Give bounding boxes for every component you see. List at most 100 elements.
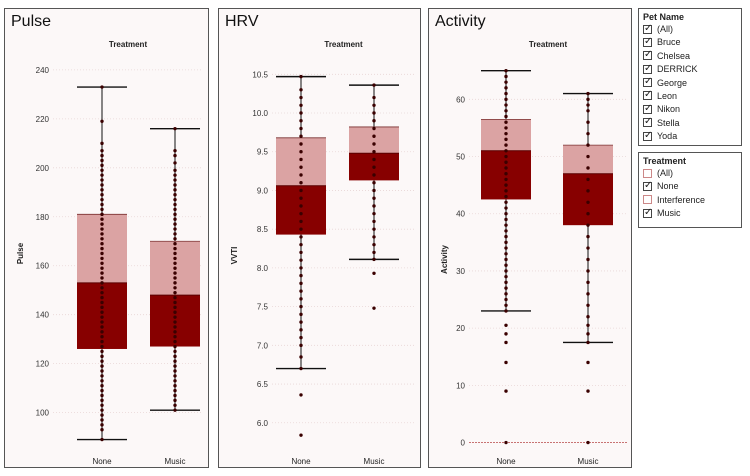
pet-name-filter-item[interactable]: Nikon (639, 103, 741, 116)
data-point (372, 211, 376, 216)
pet-name-filter-title: Pet Name (643, 12, 685, 22)
pet-name-filter-label: Yoda (657, 131, 678, 142)
data-point (100, 408, 104, 412)
pet-name-filter-checkbox[interactable] (643, 130, 652, 142)
data-point (173, 232, 177, 236)
pet-name-filter-item[interactable]: George (639, 76, 741, 90)
data-point (372, 196, 376, 200)
data-point (100, 163, 104, 168)
treatment-filter-item[interactable]: Interference (639, 194, 741, 207)
data-point (100, 119, 104, 124)
data-point (100, 183, 104, 187)
pet-name-filter-item[interactable]: (All) (639, 23, 741, 36)
y-tick-label: 6.0 (257, 419, 269, 428)
y-tick-label: 8.5 (257, 225, 269, 234)
pet-name-filter-checkbox[interactable] (643, 76, 652, 88)
pet-name-filter-item[interactable]: Stella (639, 116, 741, 130)
pet-name-filter-checkbox[interactable] (643, 23, 652, 35)
treatment-filter-label: None (657, 181, 679, 192)
data-point (100, 295, 104, 300)
data-point (586, 292, 590, 296)
data-point (504, 229, 508, 233)
y-tick-label: 160 (36, 262, 50, 271)
category-label: None (92, 457, 112, 466)
data-point (173, 251, 177, 256)
data-point (100, 202, 104, 207)
treatment-filter-item[interactable]: None (639, 180, 741, 193)
data-point (173, 193, 177, 197)
data-point (100, 437, 104, 442)
pet-name-filter-checkbox[interactable] (643, 116, 652, 128)
data-point (100, 349, 104, 354)
data-point (504, 440, 508, 445)
data-point (504, 252, 508, 256)
pet-name-filter-checkbox[interactable] (643, 103, 652, 115)
data-point (299, 211, 303, 216)
data-point (372, 119, 376, 123)
data-point (299, 273, 303, 278)
pet-name-filter-label: (All) (657, 24, 673, 34)
data-point (504, 292, 508, 296)
data-point (100, 251, 104, 256)
data-point (173, 388, 177, 393)
data-point (299, 242, 303, 247)
data-point (173, 276, 177, 280)
data-point (586, 257, 590, 262)
data-point (586, 109, 590, 113)
pet-name-filter-item[interactable]: Leon (639, 89, 741, 103)
treatment-list: (All) None Interference Music (639, 167, 741, 221)
data-point (372, 95, 376, 100)
y-tick-label: 8.0 (257, 264, 269, 273)
y-tick-label: 7.0 (257, 341, 269, 350)
data-point (100, 266, 104, 270)
pet-name-filter-item[interactable]: Yoda (639, 130, 741, 143)
data-point (100, 256, 104, 261)
category-label: Music (364, 457, 385, 466)
data-point (100, 148, 104, 153)
data-point (173, 261, 177, 265)
y-tick-label: 240 (36, 66, 50, 75)
data-point (504, 194, 508, 199)
pet-name-filter-checkbox[interactable] (643, 89, 652, 101)
data-point (586, 212, 590, 216)
data-point (504, 309, 508, 313)
data-point (299, 111, 303, 115)
data-point (100, 310, 104, 314)
treatment-filter-checkbox[interactable] (643, 180, 652, 192)
pet-name-filter-item[interactable]: Chelsea (639, 49, 741, 63)
category-label: Music (578, 457, 599, 466)
category-label: None (291, 457, 311, 466)
box-lower (276, 185, 326, 235)
pet-name-filter-label: Chelsea (657, 50, 691, 61)
y-tick-label: 140 (36, 311, 50, 320)
data-point (173, 271, 177, 275)
data-point (586, 315, 590, 319)
pet-name-filter-checkbox[interactable] (643, 63, 652, 75)
pet-name-filter-checkbox[interactable] (643, 36, 652, 48)
pet-name-filter-item[interactable]: Bruce (639, 36, 741, 49)
treatment-filter-item[interactable]: Music (639, 207, 741, 220)
data-point (173, 266, 177, 270)
pet-name-filter-checkbox[interactable] (643, 49, 652, 61)
y-tick-label: 220 (36, 115, 50, 124)
data-point (504, 74, 508, 79)
data-point (372, 204, 376, 208)
y-tick-label: 0 (461, 439, 466, 448)
data-point (100, 168, 104, 172)
data-point (173, 359, 177, 363)
treatment-filter-item[interactable]: (All) (639, 167, 741, 180)
y-tick-label: 30 (456, 267, 465, 276)
pet-name-filter-item[interactable]: DERRICK (639, 63, 741, 76)
data-point (100, 359, 104, 363)
treatment-filter-checkbox[interactable] (643, 207, 652, 219)
data-point (173, 246, 177, 251)
activity-panel-title: Activity (435, 13, 486, 30)
data-point (173, 281, 177, 285)
treatment-filter-checkbox[interactable] (643, 168, 652, 178)
y-tick-label: 200 (36, 164, 50, 173)
data-point (504, 263, 508, 267)
data-point (173, 242, 177, 246)
data-point (173, 227, 177, 231)
treatment-filter-checkbox[interactable] (643, 195, 652, 205)
y-tick-label: 60 (456, 95, 465, 104)
